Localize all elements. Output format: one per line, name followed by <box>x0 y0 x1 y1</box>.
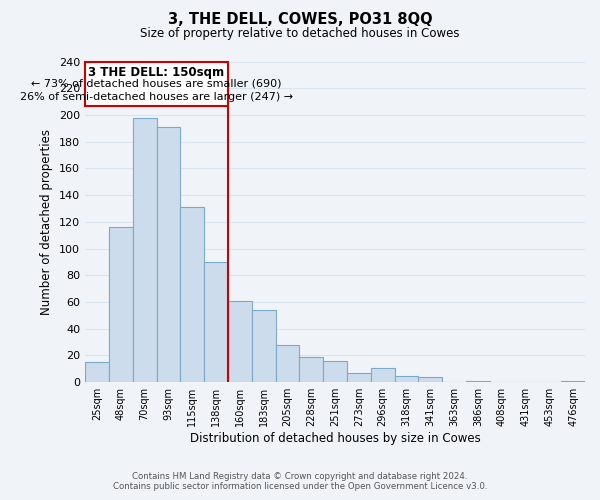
Bar <box>157 127 181 382</box>
Text: 3 THE DELL: 150sqm: 3 THE DELL: 150sqm <box>88 66 224 78</box>
Bar <box>85 362 109 382</box>
Text: 26% of semi-detached houses are larger (247) →: 26% of semi-detached houses are larger (… <box>20 92 293 102</box>
Bar <box>561 381 585 382</box>
Text: 3, THE DELL, COWES, PO31 8QQ: 3, THE DELL, COWES, PO31 8QQ <box>167 12 433 28</box>
Bar <box>299 357 323 382</box>
Y-axis label: Number of detached properties: Number of detached properties <box>40 129 53 315</box>
Bar <box>228 300 252 382</box>
Bar <box>395 376 418 382</box>
Bar <box>371 368 395 382</box>
Bar <box>323 361 347 382</box>
Bar <box>347 373 371 382</box>
Bar <box>466 381 490 382</box>
Bar <box>252 310 275 382</box>
Bar <box>133 118 157 382</box>
Bar <box>275 345 299 382</box>
Bar <box>181 207 204 382</box>
Text: ← 73% of detached houses are smaller (690): ← 73% of detached houses are smaller (69… <box>31 79 282 89</box>
Bar <box>418 377 442 382</box>
Bar <box>204 262 228 382</box>
FancyBboxPatch shape <box>85 62 228 106</box>
X-axis label: Distribution of detached houses by size in Cowes: Distribution of detached houses by size … <box>190 432 481 445</box>
Text: Size of property relative to detached houses in Cowes: Size of property relative to detached ho… <box>140 28 460 40</box>
Bar <box>109 227 133 382</box>
Text: Contains HM Land Registry data © Crown copyright and database right 2024.
Contai: Contains HM Land Registry data © Crown c… <box>113 472 487 491</box>
